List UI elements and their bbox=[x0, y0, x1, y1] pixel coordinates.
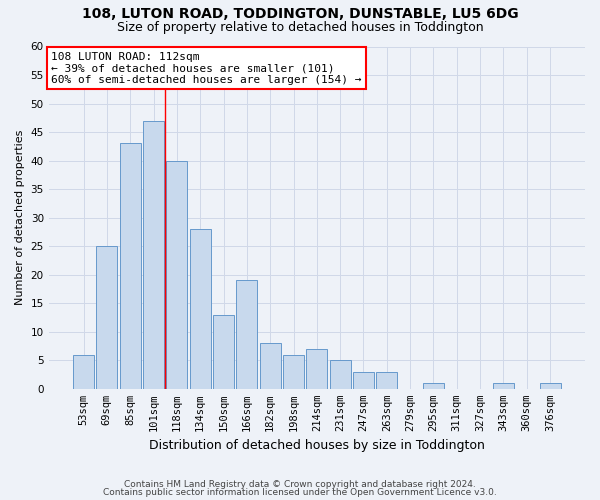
Text: 108, LUTON ROAD, TODDINGTON, DUNSTABLE, LU5 6DG: 108, LUTON ROAD, TODDINGTON, DUNSTABLE, … bbox=[82, 8, 518, 22]
Text: Contains public sector information licensed under the Open Government Licence v3: Contains public sector information licen… bbox=[103, 488, 497, 497]
Bar bbox=[120, 144, 140, 389]
Bar bbox=[260, 343, 281, 389]
Bar bbox=[376, 372, 397, 389]
Text: Contains HM Land Registry data © Crown copyright and database right 2024.: Contains HM Land Registry data © Crown c… bbox=[124, 480, 476, 489]
Y-axis label: Number of detached properties: Number of detached properties bbox=[15, 130, 25, 306]
Bar bbox=[143, 120, 164, 389]
X-axis label: Distribution of detached houses by size in Toddington: Distribution of detached houses by size … bbox=[149, 440, 485, 452]
Bar bbox=[166, 160, 187, 389]
Bar bbox=[190, 229, 211, 389]
Bar bbox=[493, 383, 514, 389]
Bar bbox=[283, 354, 304, 389]
Bar bbox=[329, 360, 350, 389]
Text: 108 LUTON ROAD: 112sqm
← 39% of detached houses are smaller (101)
60% of semi-de: 108 LUTON ROAD: 112sqm ← 39% of detached… bbox=[52, 52, 362, 85]
Bar bbox=[213, 314, 234, 389]
Bar bbox=[353, 372, 374, 389]
Bar bbox=[423, 383, 444, 389]
Text: Size of property relative to detached houses in Toddington: Size of property relative to detached ho… bbox=[116, 21, 484, 34]
Bar bbox=[73, 354, 94, 389]
Bar bbox=[307, 349, 328, 389]
Bar bbox=[97, 246, 118, 389]
Bar bbox=[236, 280, 257, 389]
Bar bbox=[539, 383, 560, 389]
